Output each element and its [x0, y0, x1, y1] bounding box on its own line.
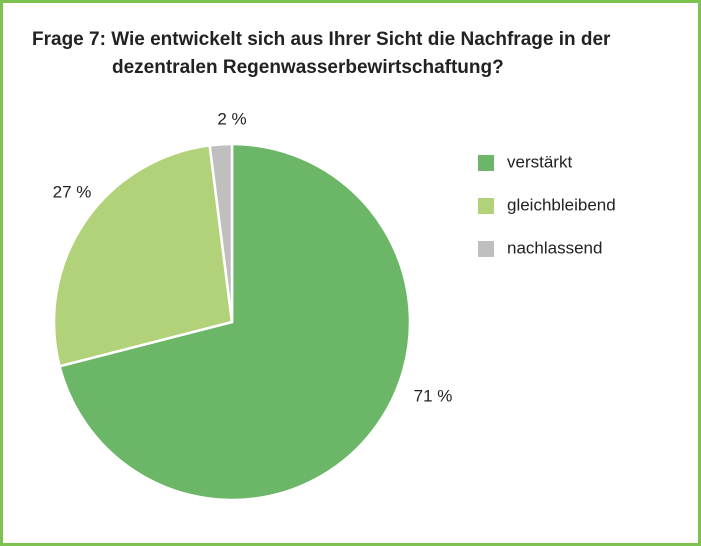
- data-label: 2 %: [217, 109, 246, 128]
- legend-swatch: [478, 198, 494, 214]
- chart-title: dezentralen Regenwasserbewirtschaftung?: [112, 57, 504, 78]
- legend-swatch: [478, 155, 494, 171]
- pie-slice: [52, 144, 234, 368]
- legend-label: gleichbleibend: [507, 195, 616, 214]
- chart-title: Frage 7: Wie entwickelt sich aus Ihrer S…: [32, 29, 611, 50]
- legend-label: verstärkt: [507, 152, 572, 171]
- pie-slice: [208, 142, 234, 323]
- pie-slice: [58, 142, 412, 502]
- data-label: 27 %: [53, 182, 92, 201]
- legend-swatch: [478, 241, 494, 257]
- data-label: 71 %: [414, 386, 453, 405]
- legend-label: nachlassend: [507, 238, 602, 257]
